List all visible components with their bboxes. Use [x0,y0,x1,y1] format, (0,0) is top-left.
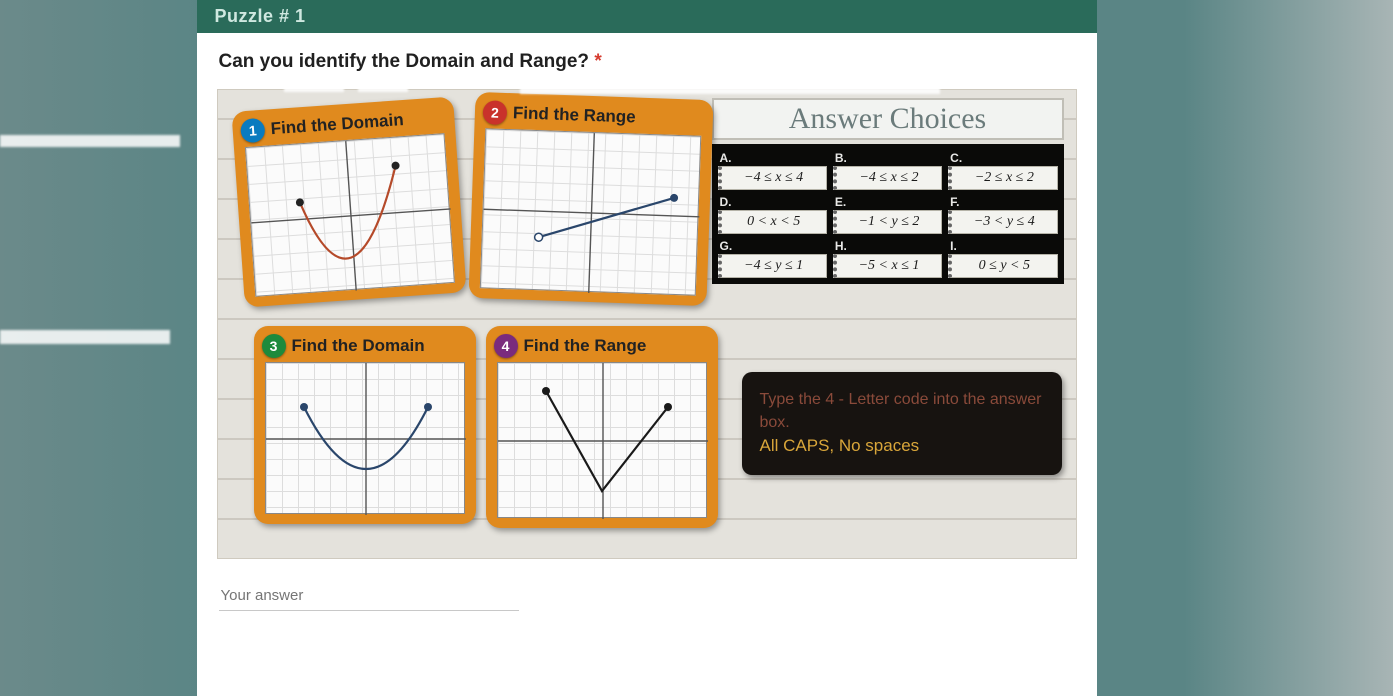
card-title: Find the Range [524,336,647,356]
glare [358,80,408,92]
instruction-line2: All CAPS, No spaces [760,434,1044,459]
choice-expression: 0 < x < 5 [718,210,827,234]
answer-choices-title: Answer Choices [712,98,1064,140]
card-title-row: 3 Find the Domain [260,332,470,362]
choice-label: F. [948,194,1057,210]
question-label: Can you identify the Domain and Range? [219,51,590,72]
choice-cell: D.0 < x < 5 [718,194,827,234]
choice-label: G. [718,238,827,254]
choice-cell: I.0 ≤ y < 5 [948,238,1057,278]
glare [520,80,940,94]
puzzle-image: Answer Choices A.−4 ≤ x ≤ 4B.−4 ≤ x ≤ 2C… [217,89,1077,559]
graph [244,133,454,297]
choice-expression: −4 ≤ x ≤ 2 [833,166,942,190]
section-header: Puzzle # 1 [197,0,1097,33]
choice-label: H. [833,238,942,254]
graph [497,362,707,518]
graph [479,128,700,295]
puzzle-card-3: 3 Find the Domain [254,326,476,524]
choice-expression: −4 ≤ y ≤ 1 [718,254,827,278]
choice-label: E. [833,194,942,210]
glare [0,330,170,344]
choice-expression: −5 < x ≤ 1 [833,254,942,278]
graph-svg [245,134,455,298]
required-marker: * [594,51,601,72]
form-card: Puzzle # 1 Can you identify the Domain a… [197,0,1097,696]
choice-expression: −3 < y ≤ 4 [948,210,1057,234]
graph-svg [480,129,701,296]
puzzle-card-4: 4 Find the Range [486,326,718,528]
glare [0,135,180,147]
instruction-box: Type the 4 - Letter code into the answer… [742,372,1062,475]
choice-label: C. [948,150,1057,166]
choice-cell: G.−4 ≤ y ≤ 1 [718,238,827,278]
answer-choices-panel: Answer Choices A.−4 ≤ x ≤ 4B.−4 ≤ x ≤ 2C… [712,98,1064,284]
question-text: Can you identify the Domain and Range? * [197,33,1097,81]
graph-svg [266,363,466,515]
answer-input[interactable] [219,581,519,611]
choice-expression: −2 ≤ x ≤ 2 [948,166,1057,190]
choice-label: B. [833,150,942,166]
choice-cell: A.−4 ≤ x ≤ 4 [718,150,827,190]
card-badge: 3 [262,334,286,358]
choice-cell: C.−2 ≤ x ≤ 2 [948,150,1057,190]
card-title: Find the Range [512,103,635,127]
choice-label: D. [718,194,827,210]
choice-cell: B.−4 ≤ x ≤ 2 [833,150,942,190]
graph-svg [498,363,708,519]
choice-label: A. [718,150,827,166]
choice-cell: H.−5 < x ≤ 1 [833,238,942,278]
puzzle-card-2: 2Find the Range [468,92,713,306]
instruction-line1: Type the 4 - Letter code into the answer… [760,388,1044,434]
choice-cell: E.−1 < y ≤ 2 [833,194,942,234]
card-title: Find the Domain [270,110,404,139]
card-title: Find the Domain [292,336,425,356]
card-title-row: 4 Find the Range [492,332,712,362]
answer-choices-grid: A.−4 ≤ x ≤ 4B.−4 ≤ x ≤ 2C.−2 ≤ x ≤ 2D.0 … [712,144,1064,284]
choice-expression: −1 < y ≤ 2 [833,210,942,234]
card-badge: 2 [482,100,507,125]
choice-expression: 0 ≤ y < 5 [948,254,1057,278]
choice-expression: −4 ≤ x ≤ 4 [718,166,827,190]
section-title: Puzzle # 1 [215,6,306,26]
glare [284,80,344,92]
card-badge: 4 [494,334,518,358]
graph [265,362,465,514]
choice-cell: F.−3 < y ≤ 4 [948,194,1057,234]
card-badge: 1 [239,118,265,144]
choice-label: I. [948,238,1057,254]
puzzle-card-1: 1Find the Domain [231,96,466,307]
